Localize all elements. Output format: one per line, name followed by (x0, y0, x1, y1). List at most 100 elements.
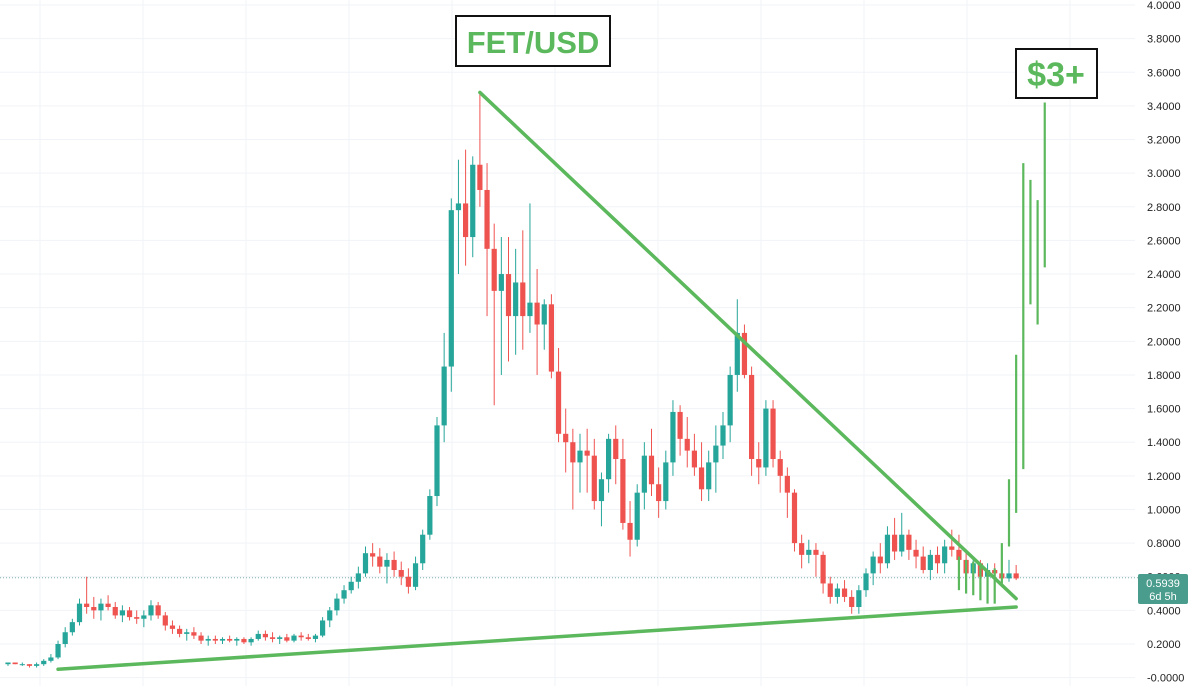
current-price-value: 0.5939 (1146, 578, 1180, 590)
candle (827, 576, 833, 604)
candle-body (920, 556, 926, 571)
candle (255, 630, 261, 641)
candle (877, 543, 883, 574)
candle-body (398, 570, 404, 577)
candle-body (262, 633, 268, 638)
candle-body (355, 573, 361, 582)
candle-body (927, 554, 933, 571)
candle (405, 568, 411, 594)
y-tick-label: 0.2000 (1147, 639, 1181, 651)
candle-body (670, 411, 676, 463)
y-tick-label: 0.8000 (1147, 538, 1181, 550)
candle (177, 625, 183, 638)
candle (505, 237, 512, 362)
candle-body (942, 546, 948, 564)
candle-body (291, 635, 297, 641)
candle (55, 640, 61, 660)
candle (806, 539, 812, 564)
candle (126, 607, 133, 621)
candle (613, 425, 619, 485)
candle (727, 366, 733, 443)
candle (784, 467, 790, 518)
candle-body (663, 462, 669, 502)
candle-body (756, 459, 762, 468)
candle-body (470, 164, 476, 238)
candle (362, 546, 369, 577)
candle (441, 332, 447, 443)
y-tick-label: 1.6000 (1147, 404, 1181, 416)
candle-body (241, 638, 247, 643)
candle-body (191, 632, 197, 636)
candle (677, 405, 683, 456)
candle-body (441, 366, 447, 426)
candle (470, 156, 476, 258)
candle-body (169, 625, 176, 629)
candle (219, 637, 226, 645)
candle-body (348, 581, 354, 591)
candle-body (126, 610, 133, 618)
candle (455, 159, 462, 275)
candle (741, 324, 748, 379)
y-tick-label: 2.8000 (1147, 202, 1181, 214)
candle-body (227, 638, 233, 641)
candle (212, 635, 218, 645)
candle-body (320, 620, 326, 636)
candle (412, 556, 419, 591)
candle (320, 617, 326, 638)
candle (34, 662, 40, 668)
candle-body (806, 549, 812, 555)
candle (663, 450, 669, 510)
candle-body (177, 628, 183, 634)
candle (119, 605, 125, 623)
candle-body (405, 576, 411, 587)
candle (813, 543, 819, 577)
candle (691, 433, 697, 476)
y-tick-label: 1.4000 (1147, 437, 1181, 449)
target-label-box: $3+ (1015, 48, 1098, 99)
y-tick-label: 3.2000 (1147, 135, 1181, 147)
candle (591, 438, 597, 510)
y-tick-label: 3.8000 (1147, 34, 1181, 46)
candle-body (434, 425, 440, 497)
candle-body (606, 438, 612, 480)
candle-body (820, 554, 826, 584)
candle (463, 149, 469, 266)
candle (391, 551, 397, 577)
candle (348, 576, 354, 594)
candle-body (720, 425, 726, 446)
candle (162, 612, 168, 631)
candle (205, 635, 211, 646)
candle (756, 442, 762, 485)
candle (227, 635, 233, 643)
candle (513, 248, 519, 355)
candle-body (112, 607, 118, 616)
candle-body (19, 664, 25, 666)
candle (370, 543, 376, 567)
candle (634, 484, 640, 547)
y-tick-label: 2.2000 (1147, 303, 1181, 315)
candle (720, 411, 726, 460)
candle-body (162, 615, 168, 626)
candle (1013, 564, 1019, 581)
candle (577, 433, 583, 493)
y-tick-label: 3.0000 (1147, 168, 1181, 180)
candle-body (212, 638, 218, 641)
candle (148, 600, 154, 621)
candle-body (91, 607, 97, 611)
candle-body (26, 664, 33, 666)
candle-body (448, 210, 454, 367)
candle (198, 632, 204, 645)
candle-body (906, 534, 912, 550)
candle-body (684, 438, 690, 451)
candle-body (334, 598, 340, 611)
candle-body (763, 408, 769, 468)
candle (491, 223, 497, 406)
candle (770, 400, 776, 468)
candle (284, 633, 290, 643)
candle-body (641, 455, 647, 493)
candle-body (698, 467, 705, 490)
candle (434, 416, 440, 507)
candle-body (184, 632, 190, 634)
candle (584, 428, 590, 493)
